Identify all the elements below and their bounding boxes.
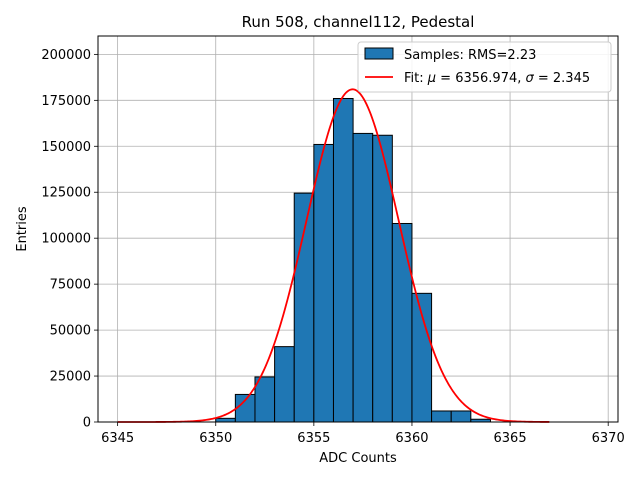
x-tick-label: 6370 <box>592 431 625 446</box>
histogram-bar <box>450 410 472 423</box>
y-axis-label: Entries <box>15 206 30 252</box>
histogram-bar <box>234 393 256 423</box>
x-tick-label: 6345 <box>101 431 134 446</box>
histogram-bar <box>391 222 413 423</box>
x-tick-label: 6365 <box>494 431 527 446</box>
legend-hist-swatch <box>364 47 394 60</box>
histogram-bar <box>274 346 295 423</box>
fit-curve <box>117 88 550 423</box>
x-axis-label: ADC Counts <box>319 451 397 466</box>
plot-area-frame <box>97 35 619 423</box>
legend-hist-label: Samples: RMS=2.23 <box>404 48 536 63</box>
legend-fit-mu-symbol: μ <box>427 71 436 86</box>
x-tick-label: 6350 <box>199 431 232 446</box>
y-axis-ticks: 0 25000 50000 75000 100000 125000 150000 175000… <box>41 48 98 431</box>
fit-curve-group <box>117 88 550 423</box>
x-tick-label: 6355 <box>297 431 330 446</box>
y-tick-label: 50000 <box>50 324 91 339</box>
histogram-bar <box>332 97 354 423</box>
x-tick-label: 6360 <box>395 431 428 446</box>
y-tick-label: 200000 <box>41 48 91 63</box>
y-tick-label: 175000 <box>41 94 91 109</box>
y-tick-label: 150000 <box>41 140 91 155</box>
histogram-bar <box>431 410 452 423</box>
legend-box <box>357 41 612 93</box>
histogram-bar <box>215 417 236 423</box>
y-tick-label: 0 <box>83 416 91 431</box>
legend-fit-mu-value: = 6356.974, <box>436 71 525 86</box>
chart-title: Run 508, channel112, Pedestal <box>242 13 475 31</box>
y-tick-label: 25000 <box>50 370 91 385</box>
y-tick-label: 100000 <box>41 232 91 247</box>
histogram-bar <box>352 132 374 423</box>
legend-fit-prefix: Fit: <box>404 71 428 86</box>
legend-fit-sigma-value: = 2.345 <box>534 71 590 86</box>
legend: Samples: RMS=2.23 Fit: μ = 6356.974, σ =… <box>357 41 612 93</box>
histogram-bars <box>215 97 491 423</box>
y-tick-label: 125000 <box>41 186 91 201</box>
x-axis-ticks: 6345 6350 6355 6360 6365 6370 <box>101 422 625 446</box>
legend-fit-sigma-symbol: σ <box>526 71 535 86</box>
y-tick-label: 75000 <box>50 278 91 293</box>
legend-fit-label: Fit: μ = 6356.974, σ = 2.345 <box>404 71 590 86</box>
histogram-bar <box>313 143 334 423</box>
